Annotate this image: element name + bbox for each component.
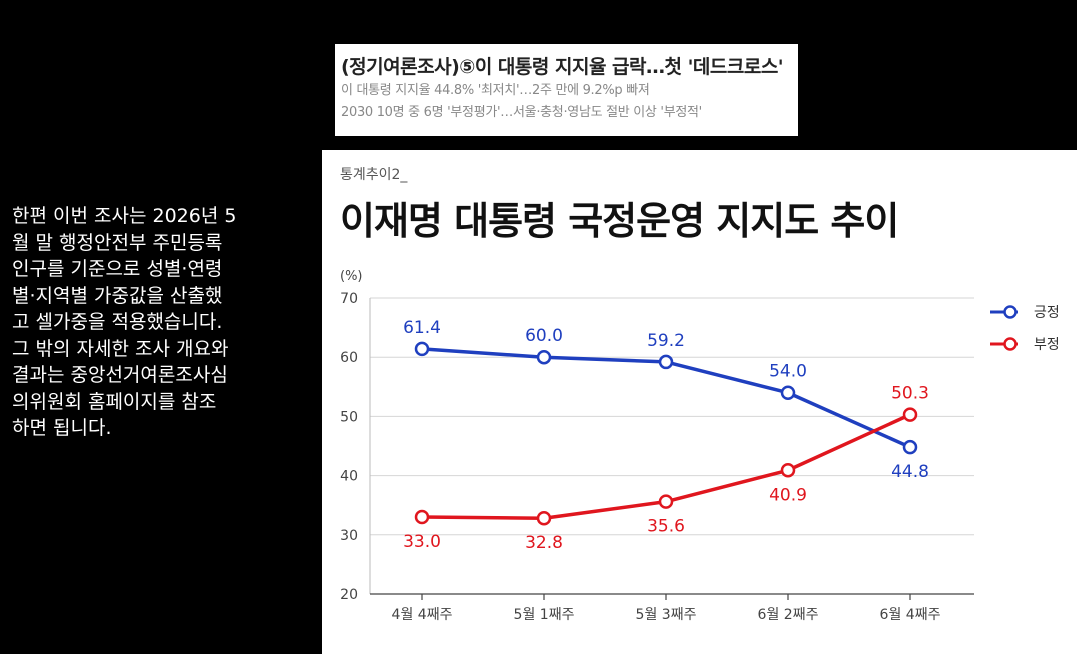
headline-title: (정기여론조사)⑤이 대통령 지지율 급락…첫 '데드크로스' — [341, 56, 784, 78]
data-point — [780, 463, 796, 478]
x-tick-label: 5월 3째주 — [636, 607, 697, 623]
y-tick-label: 50 — [340, 409, 358, 425]
article-body-text: 한편 이번 조사는 2026년 5 월 말 행정안전부 주민등록 인구를 기준으… — [12, 205, 237, 439]
data-label: 33.0 — [403, 532, 441, 552]
headline-card: (정기여론조사)⑤이 대통령 지지율 급락…첫 '데드크로스' 이 대통령 지지… — [335, 44, 798, 136]
x-tick-label: 5월 1째주 — [514, 607, 575, 623]
headline-subtitle-2: 2030 10명 중 6명 '부정평가'…서울·충청·영남도 절반 이상 '부정… — [341, 105, 702, 120]
data-point — [414, 509, 430, 525]
legend-swatch-marker — [1003, 337, 1017, 351]
chart-kicker: 통계추이2_ — [340, 167, 408, 183]
data-point — [902, 407, 918, 422]
y-tick-label: 60 — [340, 350, 358, 366]
data-label: 60.0 — [525, 326, 563, 346]
chart-panel: 통계추이2_ 이재명 대통령 국정운영 지지도 추이 (%) 20 30 40 50 60… — [322, 150, 1077, 654]
data-point — [536, 510, 552, 526]
x-tick-label: 6월 2째주 — [758, 607, 819, 623]
data-label: 59.2 — [647, 331, 685, 351]
data-point — [414, 341, 430, 357]
data-point — [536, 349, 552, 365]
chart-title: 이재명 대통령 국정운영 지지도 추이 — [340, 199, 899, 243]
data-label: 35.6 — [647, 517, 685, 537]
data-label: 54.0 — [769, 362, 807, 382]
data-point — [780, 385, 796, 400]
y-tick-label: 40 — [340, 469, 358, 485]
legend-swatch-marker — [1003, 305, 1017, 319]
data-label: 32.8 — [525, 533, 563, 553]
y-tick-label: 70 — [340, 291, 358, 307]
legend-label: 긍정 — [1034, 305, 1060, 321]
data-label: 40.9 — [769, 485, 807, 505]
line-chart: (%) 20 30 40 50 60 70 4월 4째주 5월 1째주 5월 3째주 6월 2째주 6… — [340, 269, 1060, 623]
data-label: 50.3 — [891, 384, 929, 404]
y-tick-label: 20 — [340, 587, 358, 603]
data-label: 44.8 — [891, 462, 929, 482]
x-tick-label: 4월 4째주 — [392, 607, 453, 623]
headline-subtitle-1: 이 대통령 지지율 44.8% '최저치'…2주 만에 9.2%p 빠져 — [341, 83, 650, 98]
data-label: 61.4 — [403, 318, 441, 338]
data-point — [902, 439, 918, 455]
data-point — [658, 494, 674, 509]
legend-label: 부정 — [1034, 337, 1060, 353]
x-tick-label: 6월 4째주 — [880, 607, 941, 623]
data-point — [658, 354, 674, 370]
y-tick-label: 30 — [340, 528, 358, 544]
y-axis-unit: (%) — [340, 269, 363, 284]
